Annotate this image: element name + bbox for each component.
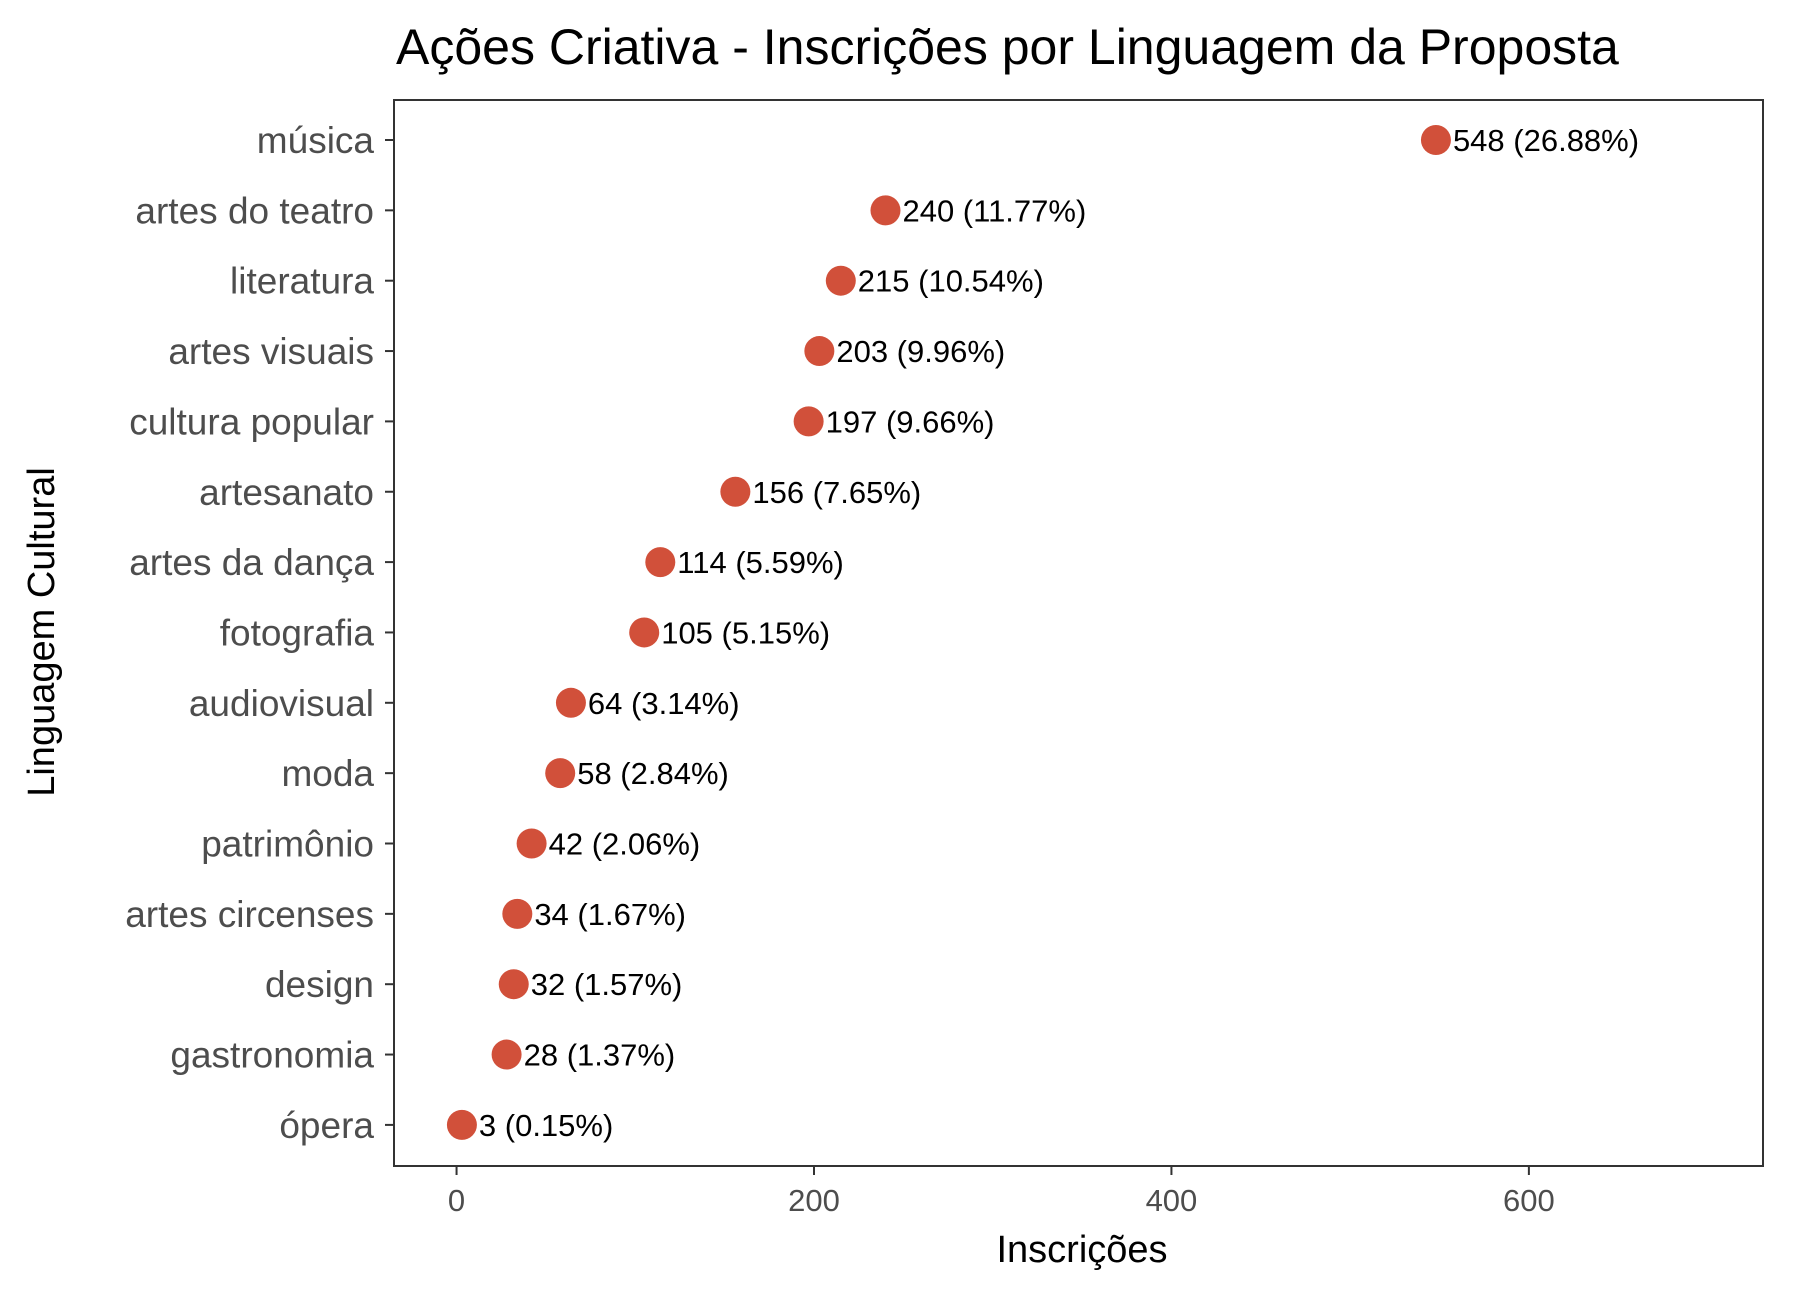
y-tick-label: patrimônio [201, 824, 374, 865]
x-tick-label: 200 [788, 1183, 840, 1218]
data-point [555, 687, 586, 718]
data-label: 58 (2.84%) [577, 756, 729, 791]
data-point [720, 476, 751, 507]
y-tick-label: ópera [279, 1105, 374, 1146]
data-label: 32 (1.57%) [531, 967, 683, 1002]
data-point [498, 969, 529, 1000]
y-tick-label: gastronomia [170, 1035, 374, 1076]
data-label: 114 (5.59%) [677, 545, 844, 580]
y-tick-label: artes circenses [125, 894, 374, 935]
y-tick-label: cultura popular [129, 401, 374, 442]
data-label: 215 (10.54%) [858, 264, 1044, 299]
data-point [545, 758, 576, 789]
y-tick-label: música [257, 120, 375, 161]
x-tick-label: 600 [1503, 1183, 1555, 1218]
data-label: 64 (3.14%) [588, 686, 740, 721]
data-point [645, 547, 676, 578]
data-point [516, 828, 547, 859]
data-point [502, 898, 533, 929]
data-point [446, 1109, 477, 1140]
y-axis-title: Linguagem Cultural [21, 467, 63, 797]
x-tick-label: 0 [448, 1183, 465, 1218]
chart-marks: 0 200 400 600 música 548 (26.88%) artes do tea… [125, 120, 1639, 1218]
data-point [491, 1039, 522, 1070]
y-tick-label: artes da dança [129, 542, 374, 583]
data-point [804, 336, 835, 367]
y-tick-label: literatura [230, 261, 374, 302]
x-axis-title: Inscrições [996, 1229, 1167, 1271]
y-tick-label: artes visuais [168, 331, 374, 372]
data-point [825, 265, 856, 296]
data-point [629, 617, 660, 648]
data-label: 105 (5.15%) [661, 615, 830, 650]
data-label: 156 (7.65%) [752, 475, 921, 510]
data-label: 197 (9.66%) [826, 404, 995, 439]
x-tick-label: 400 [1146, 1183, 1198, 1218]
data-point [870, 195, 901, 226]
data-label: 240 (11.77%) [902, 193, 1086, 228]
data-point [1420, 125, 1451, 155]
chart-title: Ações Criativa - Inscrições por Linguage… [396, 19, 1619, 75]
data-label: 34 (1.67%) [534, 897, 686, 932]
data-point [793, 406, 824, 437]
data-label: 548 (26.88%) [1453, 123, 1639, 158]
data-label: 3 (0.15%) [479, 1108, 613, 1143]
y-tick-label: artes do teatro [135, 190, 374, 231]
y-tick-label: fotografia [220, 612, 375, 653]
y-tick-label: moda [281, 753, 374, 794]
data-label: 42 (2.06%) [549, 827, 701, 862]
y-tick-label: design [265, 964, 374, 1005]
plot-panel [393, 99, 1764, 1167]
data-label: 203 (9.96%) [836, 334, 1005, 369]
y-tick-label: audiovisual [189, 683, 374, 724]
y-tick-label: artesanato [199, 472, 374, 513]
data-label: 28 (1.37%) [524, 1038, 676, 1073]
